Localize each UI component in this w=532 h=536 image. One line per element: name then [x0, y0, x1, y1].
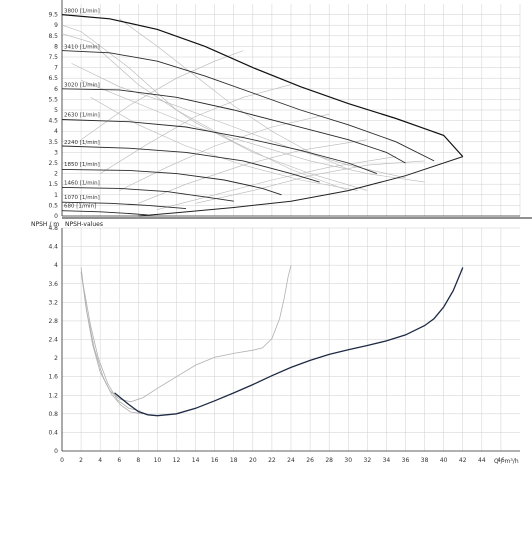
- head-speed-curve: [61, 145, 320, 183]
- npsh-x-tick-label: 4: [98, 457, 102, 464]
- head-efficiency-line: [100, 84, 292, 174]
- head-speed-curve-label: 3800 [1/min]: [64, 9, 100, 15]
- npsh-y-tick-label: 0: [54, 448, 58, 455]
- head-speed-curve: [61, 168, 282, 196]
- head-speed-curve: [61, 88, 406, 164]
- npsh-y-tick-label: 4.4: [48, 244, 58, 251]
- head-speed-curve-label: 1070 [1/min]: [64, 195, 100, 201]
- npsh-y-tick-label: 0.4: [48, 429, 58, 436]
- npsh-x-tick-label: 46: [497, 457, 505, 464]
- npsh-secondary-curve: [80, 272, 144, 415]
- npsh-x-tick-label: 8: [136, 457, 140, 464]
- head-y-tick-label: 1.5: [48, 181, 58, 188]
- head-y-tick-label: 9: [54, 22, 58, 29]
- head-speed-curve: [61, 210, 148, 216]
- head-efficiency-line: [61, 33, 368, 191]
- head-efficiency-line: [71, 63, 406, 179]
- npsh-y-tick-label: 4: [54, 262, 58, 269]
- npsh-x-tick-label: 14: [192, 457, 200, 464]
- npsh-y-tick-label: 3.6: [48, 281, 58, 288]
- npsh-x-tick-label: 38: [421, 457, 429, 464]
- head-speed-curve-label: 3020 [1/min]: [64, 83, 100, 89]
- head-speed-curve-label: 2240 [1/min]: [64, 140, 100, 146]
- head-y-tick-label: 4: [54, 128, 58, 135]
- head-y-tick-label: 7.5: [48, 54, 58, 61]
- head-efficiency-line: [80, 50, 244, 140]
- npsh-x-tick-label: 44: [478, 457, 486, 464]
- head-efficiency-line: [157, 156, 397, 210]
- head-efficiency-line: [119, 113, 330, 191]
- npsh-y-tick-label: 0.8: [48, 411, 58, 418]
- npsh-x-tick-label: 36: [402, 457, 410, 464]
- npsh-y-tick-label: 2: [54, 355, 58, 362]
- head-speed-curve-label: 1850 [1/min]: [64, 162, 100, 168]
- npsh-y-tick-label: 3.2: [48, 299, 58, 306]
- head-speed-curve: [61, 14, 464, 158]
- npsh-x-tick-label: 22: [268, 457, 276, 464]
- npsh-x-tick-label: 28: [325, 457, 333, 464]
- head-speed-curve-label: 680 [1/min]: [64, 204, 96, 210]
- npsh-x-tick-label: 18: [230, 457, 238, 464]
- npsh-x-tick-label: 34: [383, 457, 391, 464]
- head-y-tick-label: 5: [54, 107, 58, 114]
- head-y-tick-label: 1: [54, 192, 58, 199]
- npsh-x-tick-label: 32: [364, 457, 372, 464]
- npsh-x-tick-label: 6: [117, 457, 121, 464]
- head-y-tick-label: 8.5: [48, 33, 58, 40]
- npsh-x-tick-label: 26: [306, 457, 314, 464]
- npsh-x-tick-label: 40: [440, 457, 448, 464]
- npsh-panel-title: NPSH-values: [65, 221, 103, 228]
- npsh-x-tick-label: 10: [154, 457, 162, 464]
- head-y-tick-label: 0.5: [48, 202, 58, 209]
- head-y-tick-label: 2.5: [48, 160, 58, 167]
- head-y-tick-label: 5.5: [48, 96, 58, 103]
- head-panel: 0 0.5 1 1.5 2 2.5 3 3.5 4 4.5 5 5.5 6 6.5 7 7.5 8 8.5 9 9.5…: [48, 0, 521, 220]
- npsh-x-tick-label: 0: [60, 457, 64, 464]
- head-y-tick-label: 3: [54, 149, 58, 156]
- head-y-tick-label: 6.5: [48, 75, 58, 82]
- head-y-tick-label: 4.5: [48, 118, 58, 125]
- head-speed-curve: [61, 201, 187, 210]
- npsh-y-axis-label: NPSH / m: [31, 221, 59, 228]
- head-y-tick-label: 2: [54, 171, 58, 178]
- npsh-secondary-curve: [82, 283, 141, 412]
- head-speed-curve: [61, 119, 378, 175]
- head-efficiency-line: [61, 24, 349, 191]
- head-y-tick-label: 6: [54, 86, 58, 93]
- npsh-x-tick-label: 2: [79, 457, 83, 464]
- head-speed-curve: [61, 50, 435, 162]
- npsh-y-tick-label: 2.8: [48, 318, 58, 325]
- head-y-tick-label: 3.5: [48, 139, 58, 146]
- npsh-y-tick-label: 1.6: [48, 374, 58, 381]
- head-y-tick-label: 9.5: [48, 12, 58, 19]
- head-y-tick-label: 7: [54, 65, 58, 72]
- head-speed-curve: [61, 186, 234, 202]
- head-efficiency-line: [195, 160, 425, 204]
- npsh-y-tick-label: 1.2: [48, 392, 58, 399]
- head-y-tick-label: 0: [54, 213, 58, 220]
- head-speed-curve-label: 3410 [1/min]: [64, 45, 100, 51]
- npsh-secondary-curve: [80, 265, 292, 403]
- npsh-y-tick-label: 2.4: [48, 337, 58, 344]
- npsh-main-curve: [114, 267, 464, 417]
- head-speed-curve-label: 2630 [1/min]: [64, 112, 100, 118]
- npsh-x-tick-label: 42: [459, 457, 467, 464]
- npsh-x-tick-label: 30: [344, 457, 352, 464]
- npsh-x-tick-label: 12: [173, 457, 181, 464]
- head-y-tick-label: 8: [54, 43, 58, 50]
- head-speed-curve-label: 1460 [1/min]: [64, 180, 100, 186]
- head-efficiency-line: [90, 97, 358, 191]
- npsh-x-tick-label: 24: [287, 457, 295, 464]
- npsh-x-axis-label: Q / m³/h: [494, 458, 519, 465]
- npsh-x-tick-label: 16: [211, 457, 219, 464]
- head-efficiency-line: [80, 80, 425, 183]
- npsh-panel: 00.40.81.21.622.42.83.23.644.44.80 2 4 6 8 10…: [48, 225, 520, 464]
- npsh-y-tick-label: 4.8: [48, 225, 58, 232]
- head-system-curve: [138, 156, 463, 217]
- npsh-x-tick-label: 20: [249, 457, 257, 464]
